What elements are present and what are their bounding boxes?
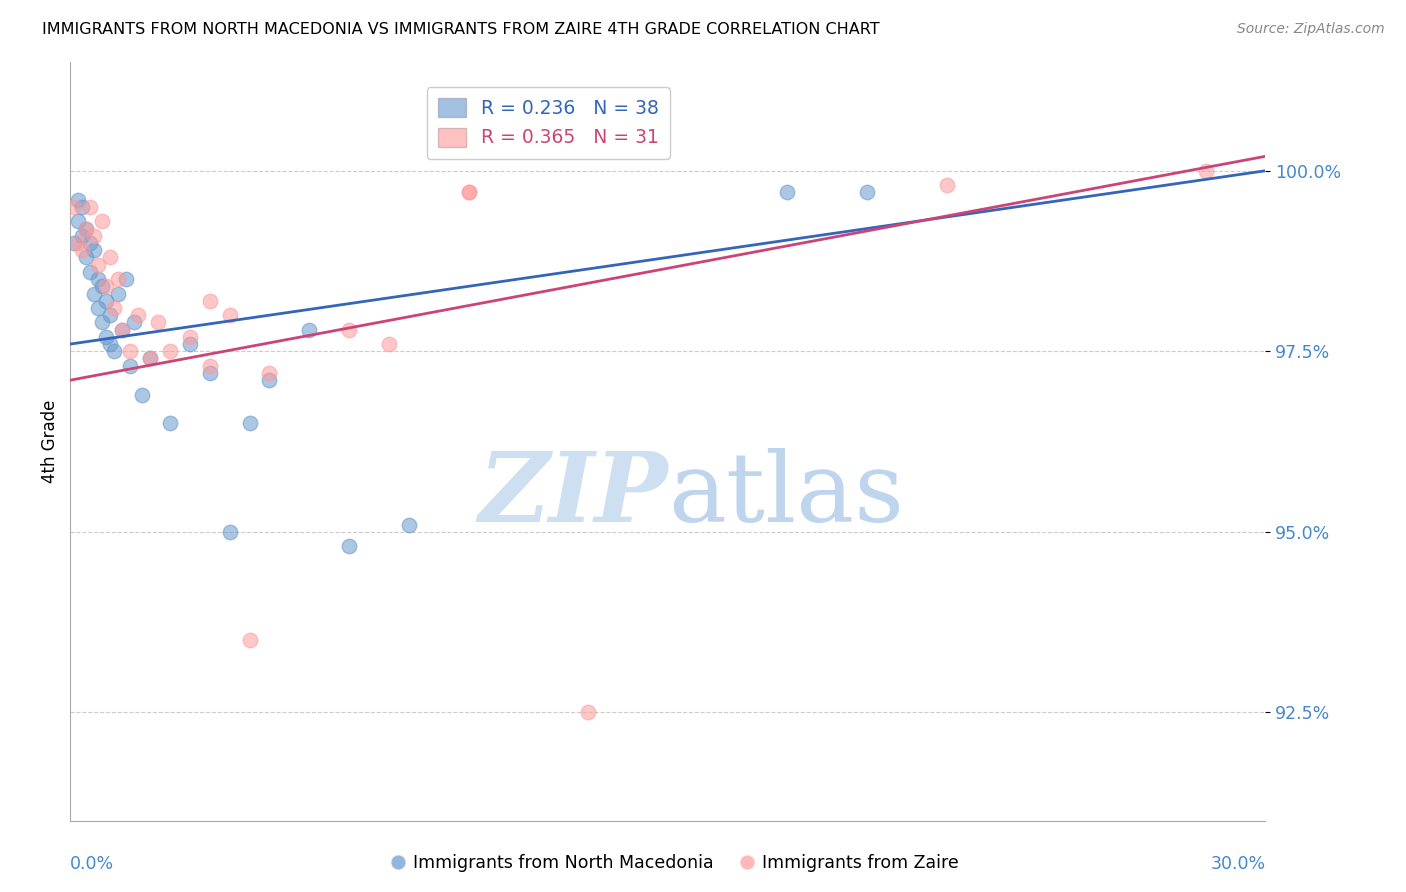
Y-axis label: 4th Grade: 4th Grade — [41, 400, 59, 483]
Point — [103, 344, 125, 359]
Point — [75, 221, 97, 235]
Legend: R = 0.236   N = 38, R = 0.365   N = 31: R = 0.236 N = 38, R = 0.365 N = 31 — [426, 87, 671, 159]
Point — [198, 293, 221, 308]
Text: IMMIGRANTS FROM NORTH MACEDONIA VS IMMIGRANTS FROM ZAIRE 4TH GRADE CORRELATION C: IMMIGRANTS FROM NORTH MACEDONIA VS IMMIG… — [42, 22, 880, 37]
Point — [70, 200, 93, 214]
Point — [98, 337, 121, 351]
Point — [776, 186, 799, 200]
Point — [856, 186, 879, 200]
Text: ZIP: ZIP — [478, 448, 668, 541]
Point — [935, 178, 957, 193]
Point — [218, 308, 240, 322]
Point — [70, 243, 93, 257]
Point — [457, 186, 479, 200]
Point — [79, 265, 101, 279]
Text: atlas: atlas — [668, 448, 904, 541]
Point — [111, 323, 134, 337]
Point — [87, 272, 110, 286]
Point — [67, 235, 90, 250]
Point — [98, 308, 121, 322]
Legend: Immigrants from North Macedonia, Immigrants from Zaire: Immigrants from North Macedonia, Immigra… — [384, 847, 966, 879]
Point — [179, 330, 201, 344]
Point — [67, 214, 90, 228]
Point — [398, 517, 420, 532]
Point — [91, 279, 114, 293]
Text: 0.0%: 0.0% — [70, 855, 114, 872]
Point — [96, 279, 118, 293]
Point — [83, 228, 105, 243]
Point — [139, 351, 162, 366]
Point — [115, 272, 138, 286]
Point — [70, 228, 93, 243]
Point — [1195, 163, 1218, 178]
Point — [239, 417, 262, 431]
Point — [83, 286, 105, 301]
Point — [91, 315, 114, 329]
Text: Source: ZipAtlas.com: Source: ZipAtlas.com — [1237, 22, 1385, 37]
Point — [96, 330, 118, 344]
Point — [198, 359, 221, 373]
Point — [96, 293, 118, 308]
Point — [107, 272, 129, 286]
Text: 30.0%: 30.0% — [1211, 855, 1265, 872]
Point — [457, 186, 479, 200]
Point — [120, 359, 141, 373]
Point — [139, 351, 162, 366]
Point — [179, 337, 201, 351]
Point — [79, 200, 101, 214]
Point — [63, 200, 86, 214]
Point — [239, 633, 262, 648]
Point — [83, 243, 105, 257]
Point — [337, 539, 360, 553]
Point — [198, 366, 221, 380]
Point — [107, 286, 129, 301]
Point — [67, 193, 90, 207]
Point — [75, 221, 97, 235]
Point — [131, 387, 153, 401]
Point — [218, 524, 240, 539]
Point — [576, 706, 599, 720]
Point — [98, 251, 121, 265]
Point — [259, 366, 281, 380]
Point — [120, 344, 141, 359]
Point — [91, 214, 114, 228]
Point — [111, 323, 134, 337]
Point — [87, 258, 110, 272]
Point — [63, 235, 86, 250]
Point — [103, 301, 125, 315]
Point — [259, 373, 281, 387]
Point — [75, 251, 97, 265]
Point — [146, 315, 169, 329]
Point — [159, 417, 181, 431]
Point — [79, 235, 101, 250]
Point — [378, 337, 401, 351]
Point — [122, 315, 145, 329]
Point — [87, 301, 110, 315]
Point — [298, 323, 321, 337]
Point — [337, 323, 360, 337]
Point — [127, 308, 149, 322]
Point — [159, 344, 181, 359]
